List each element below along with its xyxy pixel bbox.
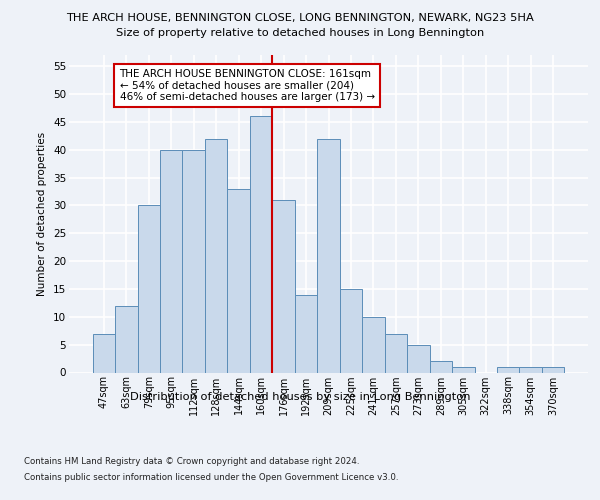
Bar (160, 150, 182, 372)
Text: THE ARCH HOUSE BENNINGTON CLOSE: 161sqm
← 54% of detached houses are smaller (20: THE ARCH HOUSE BENNINGTON CLOSE: 161sqm … (119, 69, 374, 102)
Bar (115, 306, 137, 372)
Bar (92, 334, 115, 372)
Text: Distribution of detached houses by size in Long Bennington: Distribution of detached houses by size … (130, 392, 470, 402)
Bar (182, 150, 205, 372)
Bar (250, 116, 272, 372)
Bar (542, 367, 565, 372)
Text: THE ARCH HOUSE, BENNINGTON CLOSE, LONG BENNINGTON, NEWARK, NG23 5HA: THE ARCH HOUSE, BENNINGTON CLOSE, LONG B… (66, 12, 534, 22)
Bar (385, 334, 407, 372)
Bar (407, 344, 430, 372)
Bar (227, 188, 250, 372)
Bar (340, 289, 362, 372)
Bar (362, 317, 385, 372)
Bar (452, 367, 475, 372)
Y-axis label: Number of detached properties: Number of detached properties (37, 132, 47, 296)
Text: Size of property relative to detached houses in Long Bennington: Size of property relative to detached ho… (116, 28, 484, 38)
Bar (137, 206, 160, 372)
Text: Contains public sector information licensed under the Open Government Licence v3: Contains public sector information licen… (24, 472, 398, 482)
Bar (272, 200, 295, 372)
Bar (205, 138, 227, 372)
Bar (430, 362, 452, 372)
Bar (317, 138, 340, 372)
Bar (520, 367, 542, 372)
Text: Contains HM Land Registry data © Crown copyright and database right 2024.: Contains HM Land Registry data © Crown c… (24, 458, 359, 466)
Bar (497, 367, 520, 372)
Bar (295, 294, 317, 372)
